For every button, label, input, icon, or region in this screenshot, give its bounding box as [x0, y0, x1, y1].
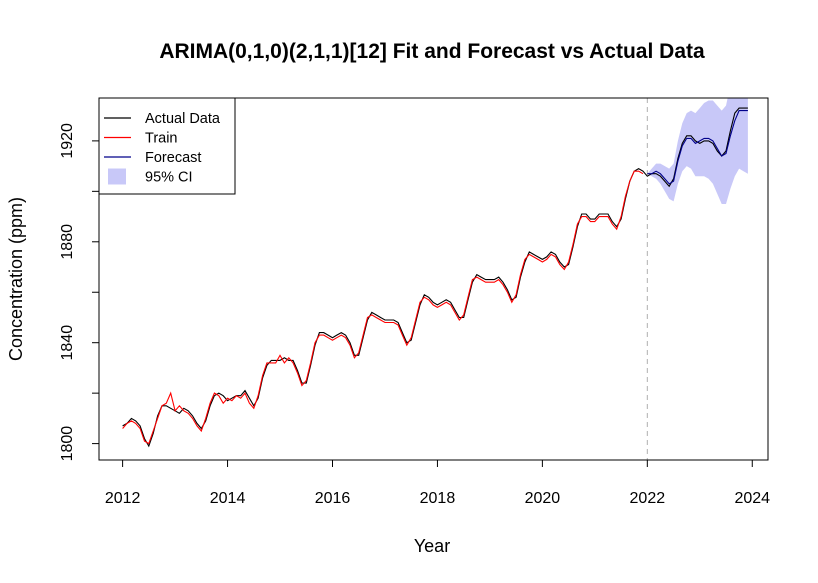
x-tick-label: 2018 [420, 490, 456, 507]
x-axis-label: Year [414, 536, 450, 556]
legend: Actual Data Train Forecast 95% CI [98, 97, 236, 195]
legend-label-train: Train [145, 131, 178, 147]
series-line-train [122, 170, 644, 445]
legend-label-95-ci: 95% CI [145, 170, 193, 186]
series-line-actual-data [122, 107, 748, 448]
x-tick-label: 2016 [315, 490, 351, 507]
y-tick-label: 1800 [59, 426, 76, 462]
x-tick-label: 2024 [734, 490, 770, 507]
legend-label-actual-data: Actual Data [145, 111, 221, 127]
ci-band [647, 98, 748, 204]
x-tick-label: 2020 [525, 490, 561, 507]
y-axis-label: Concentration (ppm) [6, 197, 26, 361]
y-tick-label: 1920 [59, 123, 76, 159]
chart-title: ARIMA(0,1,0)(2,1,1)[12] Fit and Forecast… [159, 40, 705, 63]
legend-label-forecast: Forecast [145, 150, 201, 166]
y-tick-label: 1840 [59, 325, 76, 361]
x-tick-label: 2022 [630, 490, 666, 507]
y-tick-label: 1880 [59, 224, 76, 260]
plot-content [122, 98, 748, 460]
y-axis: 1800 1840 1880 1920 [59, 123, 100, 462]
x-axis: 2012 2014 2016 2018 2020 2022 2024 [105, 459, 770, 507]
legend-swatch-95-ci [108, 168, 126, 185]
x-tick-label: 2012 [105, 490, 141, 507]
series-line-forecast [647, 110, 748, 185]
x-tick-label: 2014 [210, 490, 246, 507]
